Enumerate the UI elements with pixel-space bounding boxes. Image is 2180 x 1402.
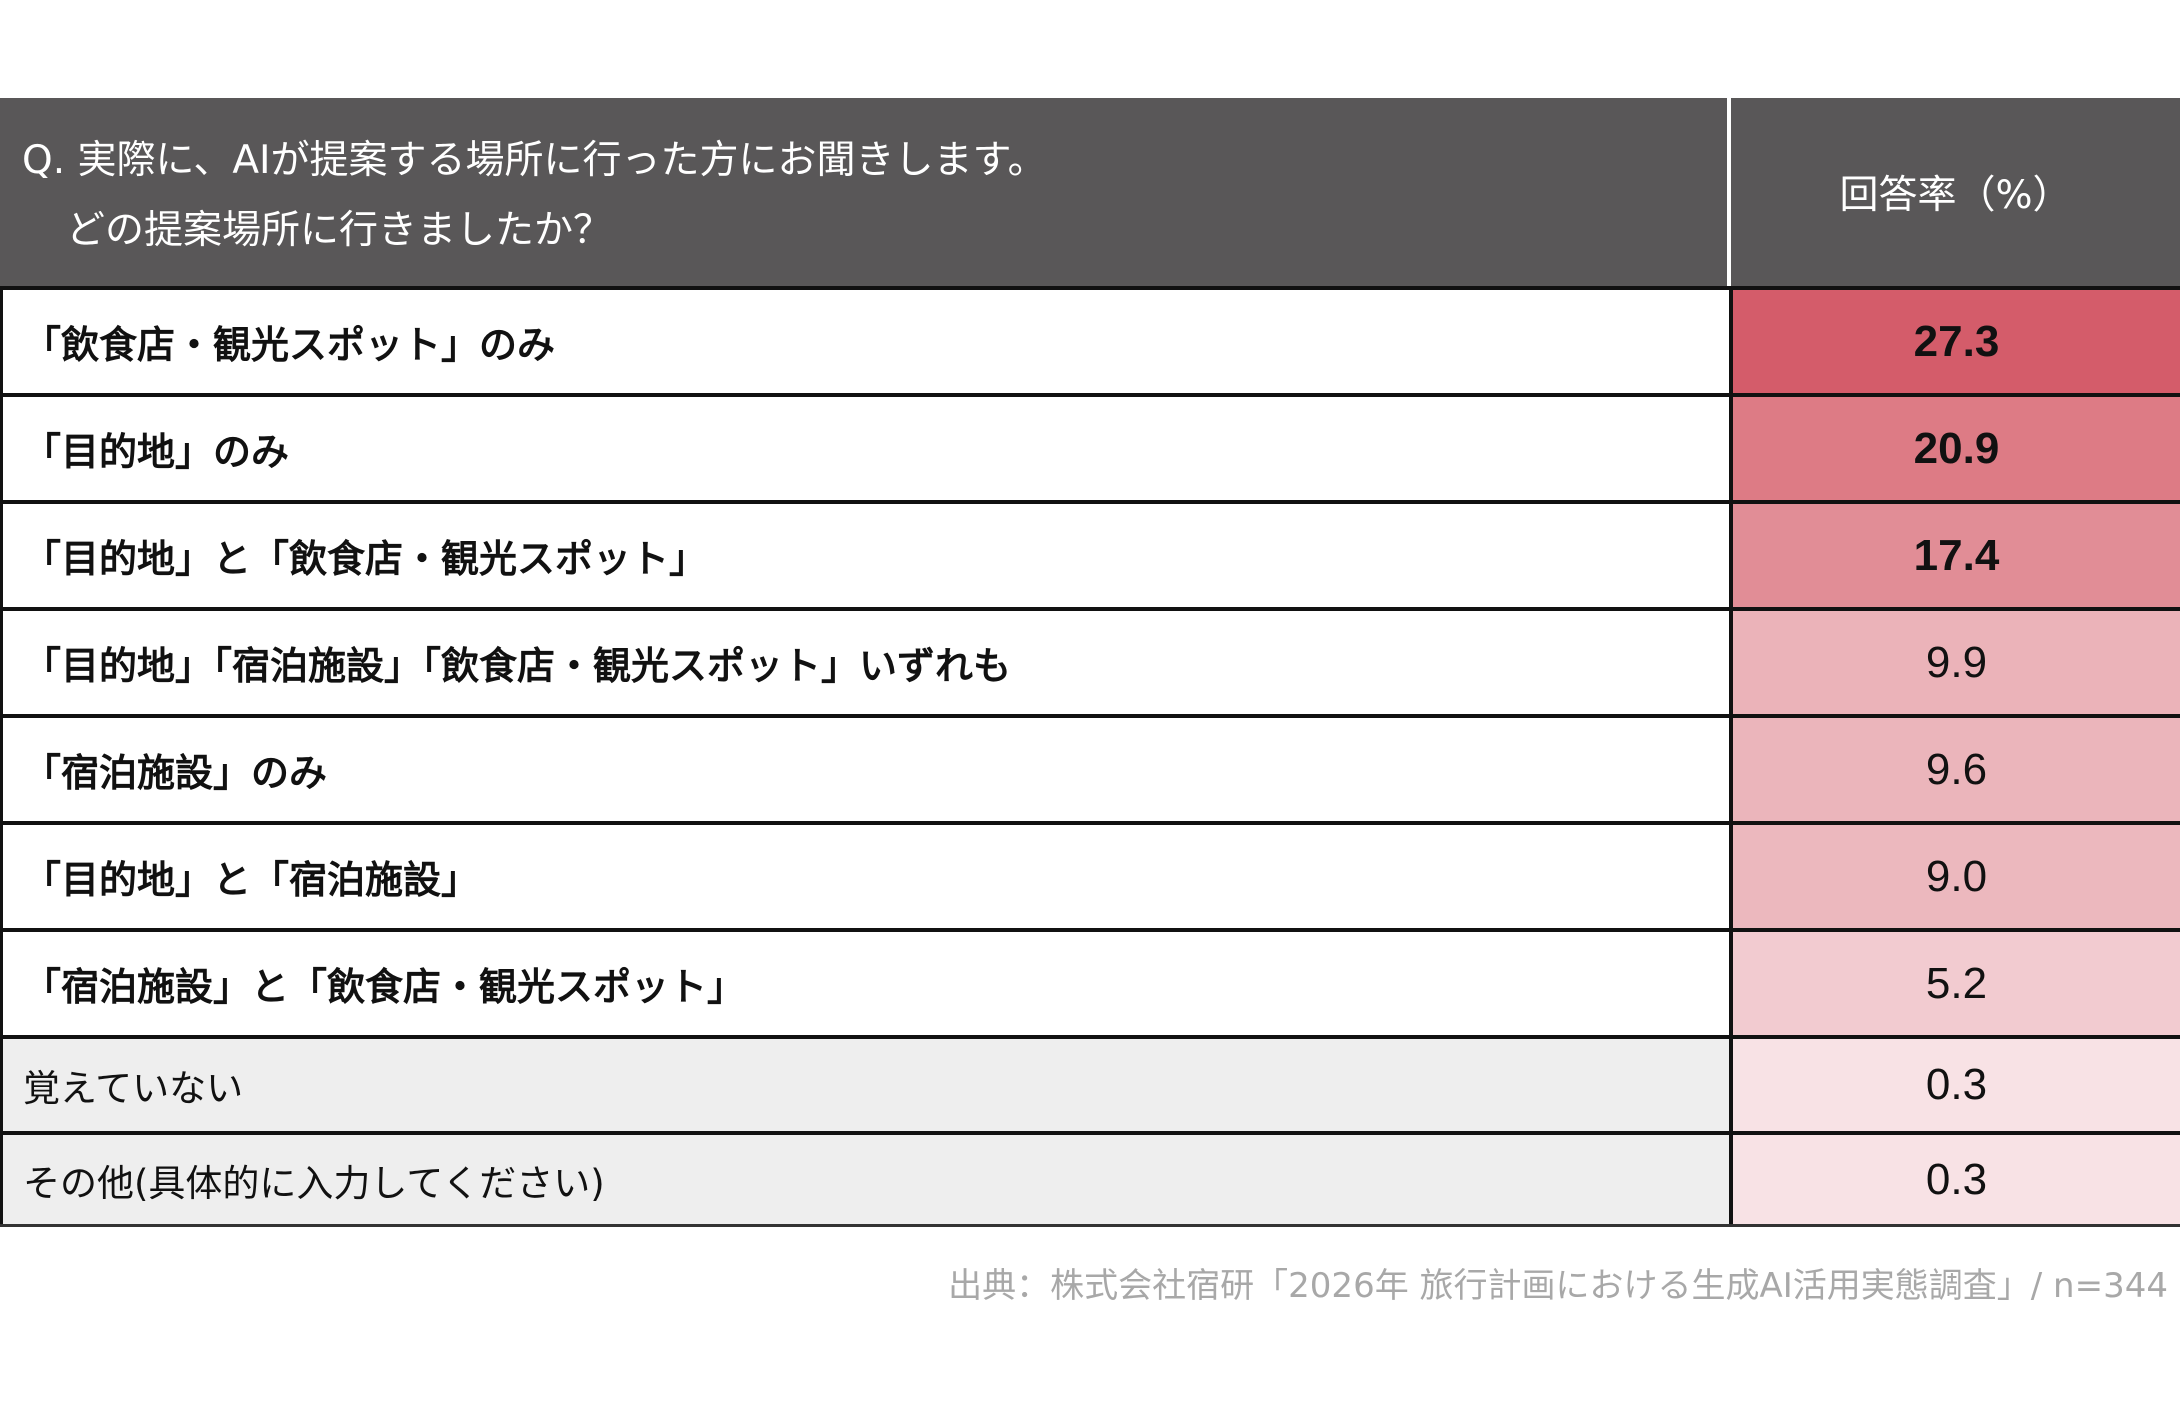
table-row: 「目的地」のみ 20.9 — [0, 393, 2180, 500]
row-value: 5.2 — [1733, 932, 2180, 1035]
table-row: 「目的地」と「宿泊施設」 9.0 — [0, 821, 2180, 928]
row-label: 覚えていない — [0, 1039, 1733, 1131]
row-label: 「宿泊施設」と「飲食店・観光スポット」 — [0, 932, 1733, 1035]
row-value: 27.3 — [1733, 290, 2180, 393]
row-value: 20.9 — [1733, 397, 2180, 500]
source-footnote: 出典：株式会社宿研「2026年 旅行計画における生成AI活用実態調査」/ n=3… — [948, 1266, 2168, 1306]
table-body: 「飲食店・観光スポット」のみ 27.3 「目的地」のみ 20.9 「目的地」と「飲食店・… — [0, 286, 2180, 1227]
row-label: 「飲食店・観光スポット」のみ — [0, 290, 1733, 393]
question-cell: Q. 実際に、AIが提案する場所に行った方にお聞きします。 どの提案場所に行きま… — [0, 98, 1731, 286]
row-value: 9.0 — [1733, 825, 2180, 928]
row-label: 「目的地」のみ — [0, 397, 1733, 500]
rate-header: 回答率（%） — [1839, 173, 2072, 218]
row-label: 「目的地」と「飲食店・観光スポット」 — [0, 504, 1733, 607]
table-row: 「目的地」と「飲食店・観光スポット」 17.4 — [0, 500, 2180, 607]
table-row: 「飲食店・観光スポット」のみ 27.3 — [0, 286, 2180, 393]
table-header: Q. 実際に、AIが提案する場所に行った方にお聞きします。 どの提案場所に行きま… — [0, 98, 2180, 286]
table-row: 「宿泊施設」と「飲食店・観光スポット」 5.2 — [0, 928, 2180, 1035]
question-line-1: Q. 実際に、AIが提案する場所に行った方にお聞きします。 — [22, 138, 1047, 183]
row-value: 9.9 — [1733, 611, 2180, 714]
table-row: その他(具体的に入力してください) 0.3 — [0, 1131, 2180, 1227]
table-row: 「目的地」「宿泊施設」「飲食店・観光スポット」いずれも 9.9 — [0, 607, 2180, 714]
row-label: その他(具体的に入力してください) — [0, 1135, 1733, 1224]
survey-table: Q. 実際に、AIが提案する場所に行った方にお聞きします。 どの提案場所に行きま… — [0, 98, 2180, 1227]
row-label: 「宿泊施設」のみ — [0, 718, 1733, 821]
table-row: 「宿泊施設」のみ 9.6 — [0, 714, 2180, 821]
row-value: 0.3 — [1733, 1135, 2180, 1224]
row-value: 0.3 — [1733, 1039, 2180, 1131]
row-label: 「目的地」と「宿泊施設」 — [0, 825, 1733, 928]
table-row: 覚えていない 0.3 — [0, 1035, 2180, 1131]
row-label: 「目的地」「宿泊施設」「飲食店・観光スポット」いずれも — [0, 611, 1733, 714]
row-value: 9.6 — [1733, 718, 2180, 821]
row-value: 17.4 — [1733, 504, 2180, 607]
question-line-2: どの提案場所に行きましたか？ — [66, 208, 613, 253]
